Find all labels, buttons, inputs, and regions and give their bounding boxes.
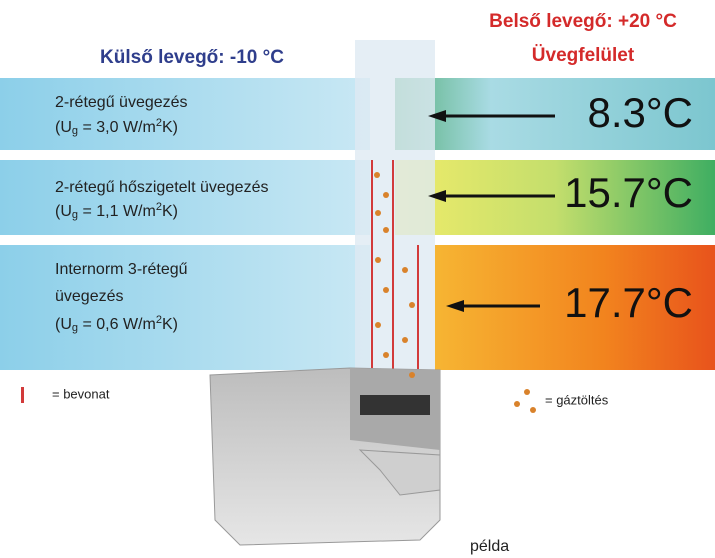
row-label: 2-rétegű üvegezés (55, 94, 188, 111)
legend-coating: = bevonat (52, 386, 110, 401)
row-label: Internorm 3-rétegű (55, 261, 188, 278)
u-value: (Ug = 3,0 W/m2K) (55, 117, 178, 137)
caption: példa (470, 538, 509, 555)
outside-header: Külső levegő: -10 °C (100, 47, 284, 68)
row-label: üvegezés (55, 288, 124, 305)
u-value: (Ug = 0,6 W/m2K) (55, 314, 178, 334)
surface-header: Üvegfelület (532, 45, 635, 66)
background (0, 40, 715, 546)
temperature: 17.7°C (564, 279, 693, 326)
u-value: (Ug = 1,1 W/m2K) (55, 201, 178, 221)
legend-gas: = gáztöltés (545, 392, 609, 407)
temperature: 15.7°C (564, 169, 693, 216)
coating-icon (21, 387, 24, 403)
temperature: 8.3°C (587, 89, 693, 136)
gas-icon (514, 389, 536, 413)
inside-header: Belső levegő: +20 °C (489, 11, 677, 32)
row-label: 2-rétegű hőszigetelt üvegezés (55, 179, 268, 196)
